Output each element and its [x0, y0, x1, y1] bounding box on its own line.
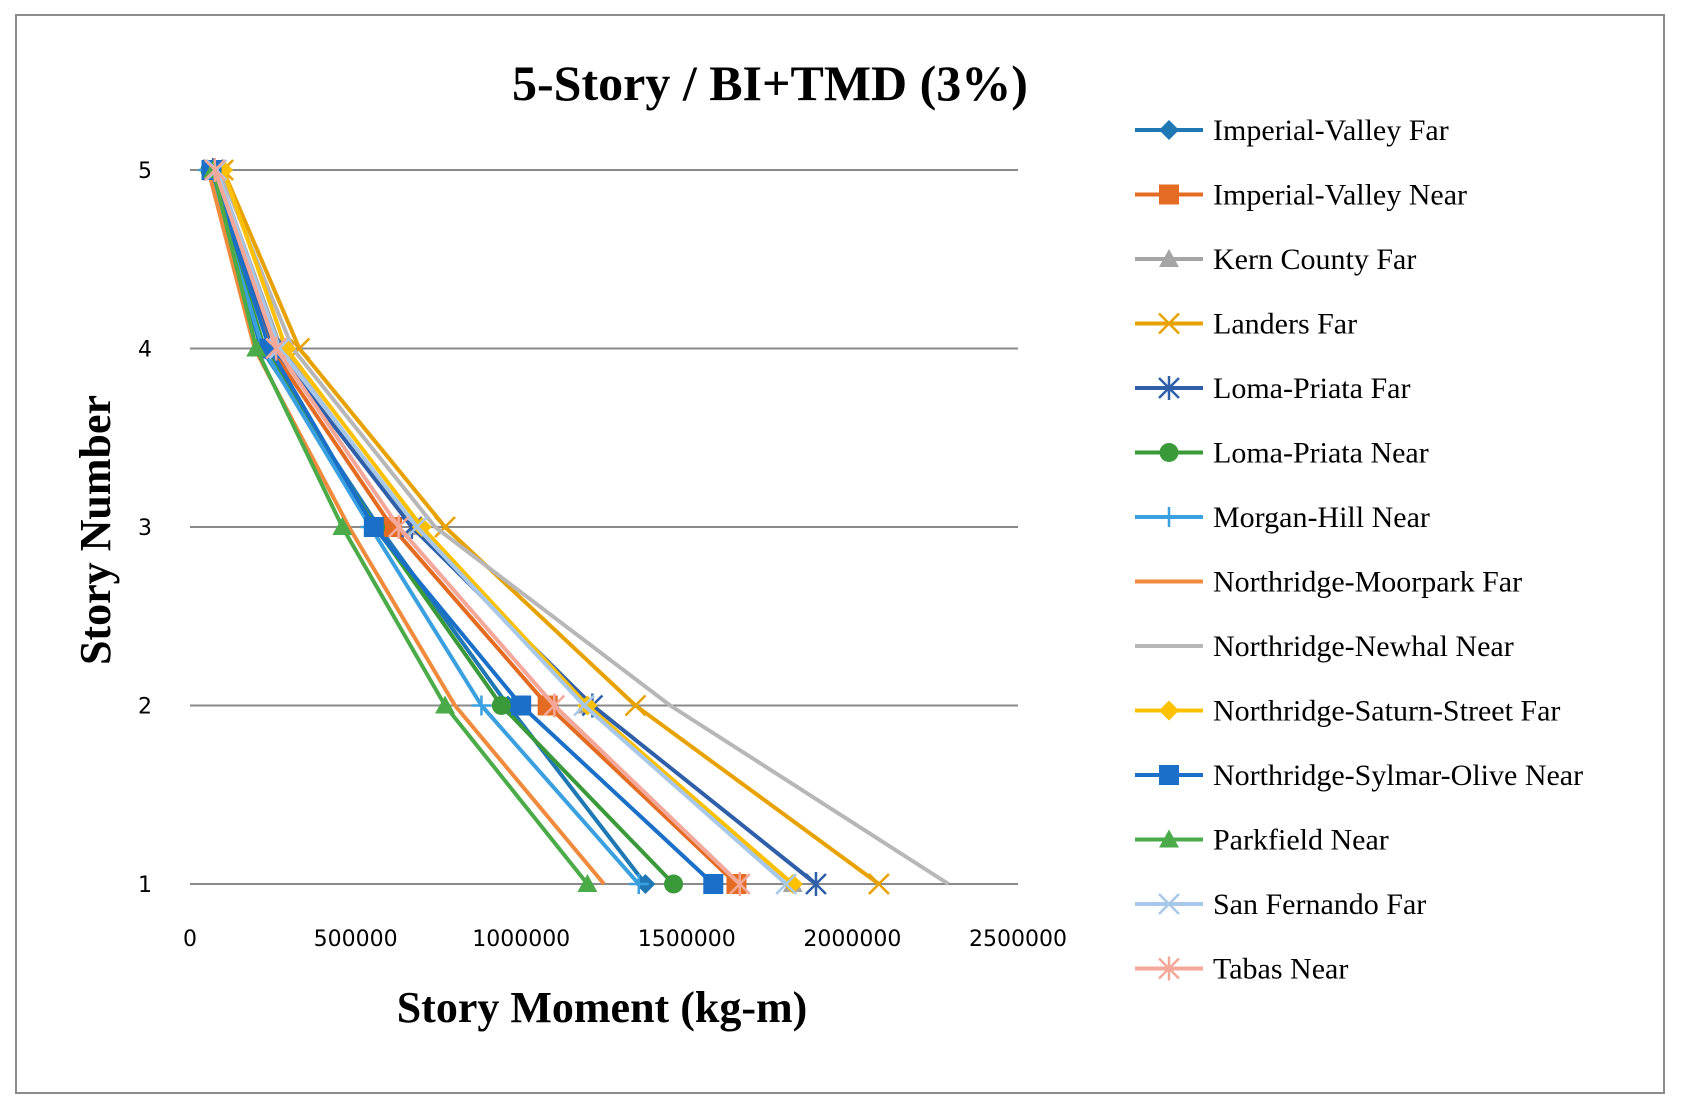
legend-marker-parkfield-near	[1159, 829, 1179, 848]
chart-frame	[15, 14, 1665, 1094]
legend-item-kern-county-far[interactable]: Kern County Far	[1135, 243, 1416, 276]
legend-label-northridge-sylmar-olive-near: Northridge-Sylmar-Olive Near	[1213, 759, 1583, 792]
legend[interactable]: Imperial-Valley Far Imperial-Valley Near K…	[1135, 114, 1583, 986]
x-tick-500000: 500000	[314, 927, 398, 952]
point-loma-priata-far-story-1	[805, 872, 827, 896]
point-loma-priata-near-story-1	[664, 874, 684, 894]
legend-item-parkfield-near[interactable]: Parkfield Near	[1135, 824, 1389, 857]
point-tabas-near-story-3	[387, 515, 410, 539]
legend-item-northridge-saturn-street-far[interactable]: Northridge-Saturn-Street Far	[1135, 695, 1560, 728]
point-parkfield-near-story-1	[577, 874, 598, 892]
point-landers-far-story-3	[434, 516, 456, 538]
point-tabas-near-story-1	[728, 872, 751, 896]
legend-label-loma-priata-far: Loma-Priata Far	[1213, 372, 1410, 405]
x-tick-1000000: 1000000	[472, 927, 570, 952]
legend-item-northridge-newhal-near[interactable]: Northridge-Newhal Near	[1135, 630, 1514, 663]
point-morgan-hill-near-story-1	[628, 874, 649, 894]
legend-marker-loma-priata-far	[1158, 376, 1180, 400]
legend-item-loma-priata-near[interactable]: Loma-Priata Near	[1135, 437, 1429, 470]
point-loma-priata-near-story-2	[491, 696, 511, 715]
y-axis-title: Story Number	[71, 395, 120, 665]
point-morgan-hill-near-story-2	[471, 695, 492, 716]
legend-marker-northridge-saturn-street-far	[1159, 700, 1179, 721]
legend-item-imperial-valley-far[interactable]: Imperial-Valley Far	[1135, 114, 1449, 147]
legend-marker-imperial-valley-far	[1159, 120, 1179, 140]
point-tabas-near-story-4	[265, 336, 287, 361]
legend-marker-landers-far	[1158, 312, 1180, 335]
legend-label-northridge-newhal-near: Northridge-Newhal Near	[1213, 630, 1514, 663]
point-san-fernando-far-story-3	[405, 516, 428, 538]
point-northridge-sylmar-olive-near-story-3	[363, 517, 384, 537]
legend-item-san-fernando-far[interactable]: San Fernando Far	[1135, 888, 1426, 921]
x-tick-1500000: 1500000	[638, 927, 736, 952]
point-imperial-valley-near-story-2	[537, 695, 558, 716]
legend-label-northridge-moorpark-far: Northridge-Moorpark Far	[1213, 566, 1522, 599]
x-axis-title: Story Moment (kg-m)	[397, 983, 808, 1032]
legend-marker-morgan-hill-near	[1159, 507, 1179, 527]
legend-item-loma-priata-far[interactable]: Loma-Priata Far	[1135, 372, 1410, 405]
legend-label-kern-county-far: Kern County Far	[1213, 243, 1416, 276]
legend-label-morgan-hill-near: Morgan-Hill Near	[1213, 501, 1430, 534]
chart-title: 5-Story / BI+TMD (3%)	[512, 55, 1028, 111]
x-tick-2500000: 2500000	[969, 927, 1067, 952]
point-landers-far-story-1	[868, 873, 890, 895]
legend-label-imperial-valley-far: Imperial-Valley Far	[1213, 114, 1449, 147]
point-parkfield-near-story-2	[435, 695, 456, 714]
point-tabas-near-story-5	[203, 158, 226, 182]
legend-item-imperial-valley-near[interactable]: Imperial-Valley Near	[1135, 179, 1467, 212]
point-northridge-saturn-street-far-story-1	[782, 874, 803, 894]
legend-label-landers-far: Landers Far	[1213, 308, 1357, 341]
legend-marker-tabas-near	[1158, 956, 1180, 981]
legend-item-tabas-near[interactable]: Tabas Near	[1135, 953, 1348, 986]
x-tick-labels: 0 500000 1000000 1500000 2000000 2500000	[183, 927, 1067, 952]
point-san-fernando-far-story-1	[775, 873, 798, 895]
point-landers-far-story-2	[624, 694, 647, 717]
series-group	[198, 158, 950, 896]
legend-item-northridge-moorpark-far[interactable]: Northridge-Moorpark Far	[1135, 566, 1522, 599]
y-tick-labels: 1 2 3 4 5	[138, 159, 152, 898]
y-tick-1: 1	[138, 873, 152, 898]
point-northridge-saturn-street-far-story-3	[411, 517, 432, 537]
legend-marker-san-fernando-far	[1158, 893, 1180, 915]
y-tick-4: 4	[138, 338, 152, 363]
y-tick-5: 5	[138, 159, 152, 184]
legend-item-northridge-sylmar-olive-near[interactable]: Northridge-Sylmar-Olive Near	[1135, 759, 1583, 792]
point-parkfield-near-story-4	[246, 338, 267, 357]
legend-item-morgan-hill-near[interactable]: Morgan-Hill Near	[1135, 501, 1430, 534]
series-line-northridge-moorpark-far	[206, 169, 606, 886]
point-northridge-sylmar-olive-near-story-1	[703, 874, 724, 894]
legend-marker-imperial-valley-near	[1159, 184, 1179, 205]
legend-label-parkfield-near: Parkfield Near	[1213, 824, 1389, 857]
point-parkfield-near-story-3	[332, 517, 353, 535]
legend-marker-kern-county-far	[1159, 249, 1179, 267]
legend-label-tabas-near: Tabas Near	[1213, 953, 1348, 986]
y-tick-2: 2	[138, 695, 152, 720]
point-imperial-valley-near-story-1	[726, 874, 747, 894]
legend-item-landers-far[interactable]: Landers Far	[1135, 308, 1357, 341]
x-tick-0: 0	[183, 927, 197, 952]
legend-label-loma-priata-near: Loma-Priata Near	[1213, 437, 1429, 470]
grid-lines	[190, 169, 1018, 885]
point-northridge-sylmar-olive-near-story-2	[511, 695, 532, 716]
legend-marker-northridge-sylmar-olive-near	[1159, 765, 1179, 785]
legend-label-northridge-saturn-street-far: Northridge-Saturn-Street Far	[1213, 695, 1560, 728]
point-san-fernando-far-story-2	[573, 694, 596, 717]
y-tick-3: 3	[138, 516, 152, 541]
legend-label-san-fernando-far: San Fernando Far	[1213, 888, 1426, 921]
series-line-northridge-newhal-near	[217, 169, 950, 886]
point-tabas-near-story-2	[543, 693, 566, 718]
legend-marker-loma-priata-near	[1159, 443, 1179, 462]
x-tick-2000000: 2000000	[803, 927, 901, 952]
legend-label-imperial-valley-near: Imperial-Valley Near	[1213, 179, 1467, 212]
